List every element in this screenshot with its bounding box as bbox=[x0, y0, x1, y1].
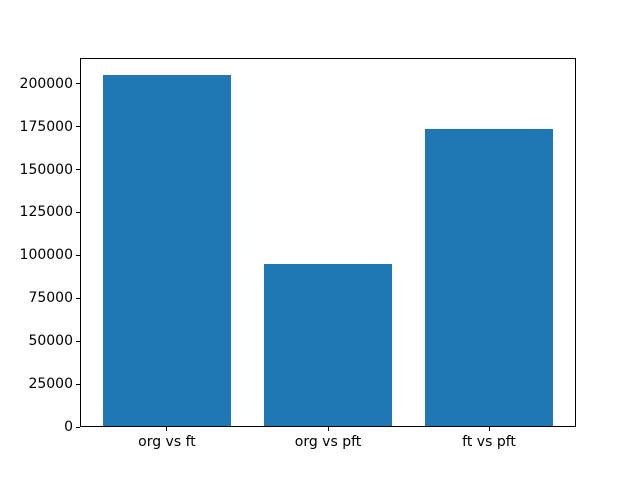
x-tick-label: ft vs pft bbox=[462, 434, 516, 450]
y-tick-mark bbox=[76, 126, 80, 128]
y-tick-mark bbox=[76, 83, 80, 85]
y-tick-mark bbox=[76, 211, 80, 213]
y-tick-mark bbox=[76, 340, 80, 342]
y-tick-label: 150000 bbox=[19, 161, 73, 178]
y-tick-mark bbox=[76, 426, 80, 428]
y-tick-label: 0 bbox=[64, 419, 73, 435]
y-tick-label: 200000 bbox=[19, 75, 73, 92]
y-tick-mark bbox=[76, 297, 80, 299]
x-tick-mark bbox=[327, 427, 329, 431]
y-tick-label: 175000 bbox=[19, 118, 73, 135]
x-tick-mark bbox=[166, 427, 168, 431]
bar-org-vs-ft bbox=[102, 75, 232, 427]
y-tick-mark bbox=[76, 169, 80, 170]
x-tick-label: org vs pft bbox=[294, 434, 362, 450]
y-tick-mark bbox=[76, 254, 80, 256]
y-tick-label: 50000 bbox=[28, 333, 73, 350]
y-tick-label: 100000 bbox=[19, 247, 73, 264]
x-tick-mark bbox=[488, 427, 490, 431]
y-tick-label: 25000 bbox=[28, 376, 73, 393]
bar-org-vs-pft bbox=[263, 263, 393, 427]
x-tick-label: org vs ft bbox=[138, 434, 196, 450]
y-tick-label: 125000 bbox=[19, 204, 73, 221]
bar-ft-vs-pft bbox=[424, 129, 554, 427]
y-tick-label: 75000 bbox=[28, 290, 73, 307]
y-tick-mark bbox=[76, 383, 80, 385]
